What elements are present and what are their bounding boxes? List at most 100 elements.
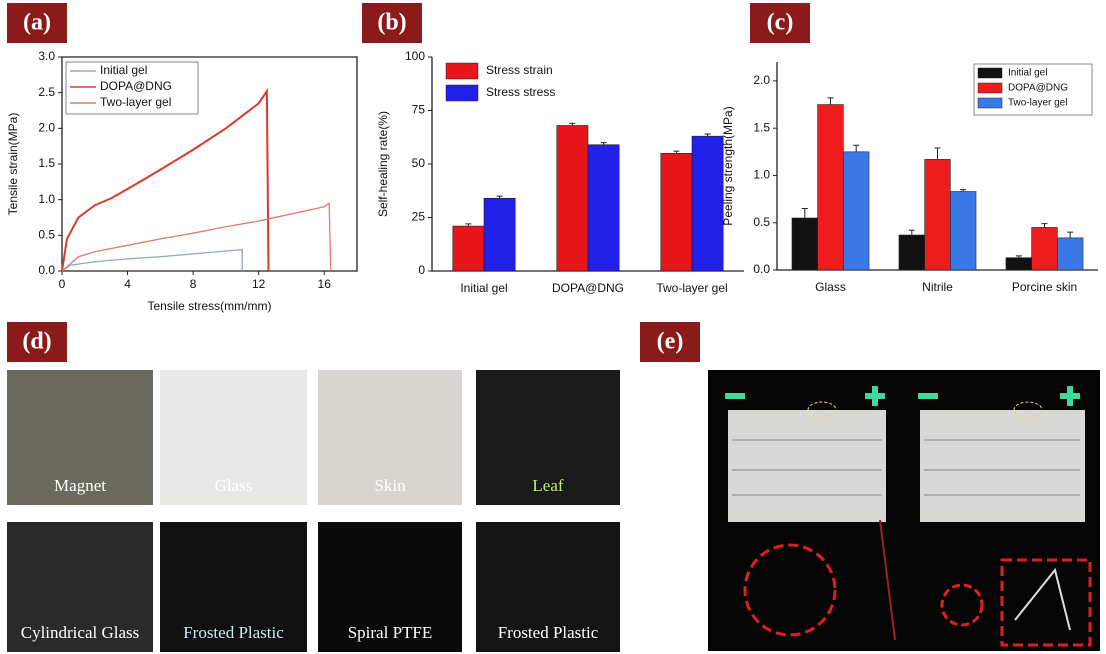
y-tick-label: 0.5 (38, 228, 55, 242)
photo-tile (476, 522, 620, 652)
x-tick-label: Glass (815, 280, 846, 294)
error-bar (853, 144, 860, 152)
photo-panel-e (708, 370, 1100, 651)
bar (817, 104, 844, 271)
x-tick-label: Two-layer gel (656, 281, 727, 295)
error-bar (465, 223, 472, 227)
y-tick-label: 3.0 (38, 49, 55, 63)
panel-label-box (362, 3, 422, 43)
x-tick-label: 4 (124, 277, 131, 291)
y-tick-label: 0.0 (38, 263, 55, 277)
error-bar (801, 208, 808, 218)
photo-caption: Glass (215, 476, 253, 495)
x-tick-label: 0 (59, 277, 66, 291)
bar (1057, 237, 1084, 271)
error-bar (1015, 255, 1022, 258)
legend-label: Two-layer gel (1008, 98, 1067, 109)
photo-tile (318, 522, 462, 652)
photo-tile (160, 522, 307, 652)
error-bar (827, 97, 834, 105)
legend-label: DOPA@DNG (1008, 83, 1068, 94)
y-tick-label: 50 (412, 156, 426, 170)
error-bar (569, 122, 576, 126)
y-tick-label: 25 (412, 210, 426, 224)
y-tick-label: 100 (405, 49, 425, 63)
legend-label: Stress strain (486, 63, 553, 77)
photo-caption: Spiral PTFE (348, 623, 433, 642)
error-bar (908, 229, 915, 236)
panel-label: (b) (377, 10, 406, 36)
bar (1031, 227, 1058, 271)
y-axis-label: Tensile strain(MPa) (6, 113, 20, 216)
y-tick-label: 2.0 (38, 121, 55, 135)
bar (556, 125, 589, 272)
error-bar (496, 195, 503, 199)
legend-swatch (445, 84, 479, 102)
x-tick-label: 12 (252, 277, 266, 291)
photo-caption: Cylindrical Glass (21, 623, 140, 642)
bar (691, 135, 724, 272)
line-series (61, 88, 270, 272)
line-series (61, 248, 243, 272)
y-tick-label: 2.5 (38, 85, 55, 99)
y-axis-label: Peeling strength(MPa) (721, 106, 735, 225)
y-tick-label: 1.0 (38, 192, 55, 206)
photo-caption: Magnet (54, 476, 106, 495)
x-tick-label: DOPA@DNG (552, 281, 624, 295)
y-tick-label: 1.5 (753, 120, 770, 134)
x-tick-label: Nitrile (922, 280, 953, 294)
y-tick-label: 0.5 (753, 215, 770, 229)
panel-label: (a) (23, 10, 51, 36)
error-bar (704, 133, 711, 137)
photo-caption: Leaf (532, 476, 563, 495)
bar (791, 217, 818, 271)
photo-caption: Frosted Plastic (183, 623, 284, 642)
legend-swatch (977, 67, 1003, 79)
panel-label-box (7, 3, 67, 43)
error-bar (600, 142, 607, 145)
photo-caption: Skin (374, 476, 406, 495)
bar (898, 234, 925, 271)
photo-panel-d: Magnet Glass Skin Leaf Cylindrical Glass Fros… (7, 370, 620, 652)
error-bar (1041, 223, 1048, 228)
y-tick-label: 75 (412, 103, 426, 117)
panel-label: (c) (767, 10, 794, 36)
x-axis-label: Tensile stress(mm/mm) (147, 299, 271, 313)
legend-label: Two-layer gel (100, 95, 171, 109)
panel-label-e: (e) (657, 329, 684, 355)
bar (950, 191, 977, 271)
error-bar (1067, 231, 1074, 238)
panel-label-d: (d) (22, 329, 51, 355)
y-tick-label: 0 (418, 263, 425, 277)
legend-swatch (445, 62, 479, 80)
y-tick-label: 1.5 (38, 156, 55, 170)
error-bar (960, 189, 967, 192)
bar (843, 151, 870, 271)
legend-label: Initial gel (1008, 68, 1047, 79)
photo-caption: Frosted Plastic (498, 623, 599, 642)
photo-tile (318, 370, 462, 505)
x-tick-label: Porcine skin (1012, 280, 1077, 294)
bar (924, 159, 951, 271)
bar (483, 197, 516, 272)
legend-label: Initial gel (100, 63, 147, 77)
line-series (61, 201, 332, 272)
photo-tile (160, 370, 307, 505)
legend-label: Stress stress (486, 85, 555, 99)
x-tick-label: Initial gel (460, 281, 507, 295)
y-tick-label: 1.0 (753, 168, 770, 182)
legend-swatch (977, 82, 1003, 94)
bar (452, 225, 485, 272)
y-tick-label: 0.0 (753, 262, 770, 276)
y-tick-label: 2.0 (753, 73, 770, 87)
panel-label-box (750, 3, 810, 43)
x-tick-label: 16 (318, 277, 332, 291)
bar (1005, 257, 1032, 271)
x-tick-label: 8 (190, 277, 197, 291)
panel-label: (d) (e) (7, 322, 700, 362)
legend-swatch (977, 97, 1003, 109)
photo-tile (7, 522, 153, 652)
y-axis-label: Self-healing rate(%) (376, 111, 390, 217)
photo-tile (7, 370, 153, 505)
